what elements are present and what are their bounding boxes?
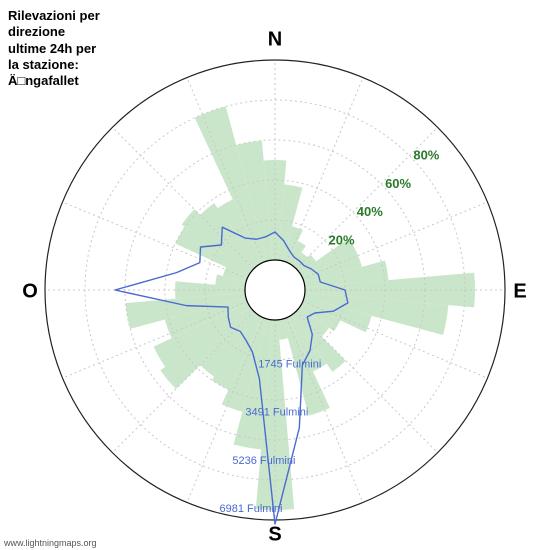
chart-title: Rilevazioni per direzione ultime 24h per… [8, 8, 100, 89]
count-ring-label: 6981 Fulmini [219, 503, 282, 515]
count-ring-label: 3491 Fulmini [245, 407, 308, 419]
cardinal-e: E [513, 281, 526, 304]
count-ring-label: 5236 Fulmini [232, 455, 295, 467]
percent-ring-label: 40% [357, 204, 383, 219]
cardinal-o: O [22, 281, 38, 304]
count-ring-label: 1745 Fulmini [258, 358, 321, 370]
footer-attribution: www.lightningmaps.org [4, 538, 97, 548]
cardinal-s: S [268, 524, 281, 547]
percent-ring-label: 80% [413, 148, 439, 163]
hub [245, 260, 305, 320]
percent-ring-label: 60% [385, 176, 411, 191]
cardinal-n: N [268, 29, 282, 52]
percent-ring-label: 20% [328, 233, 354, 248]
